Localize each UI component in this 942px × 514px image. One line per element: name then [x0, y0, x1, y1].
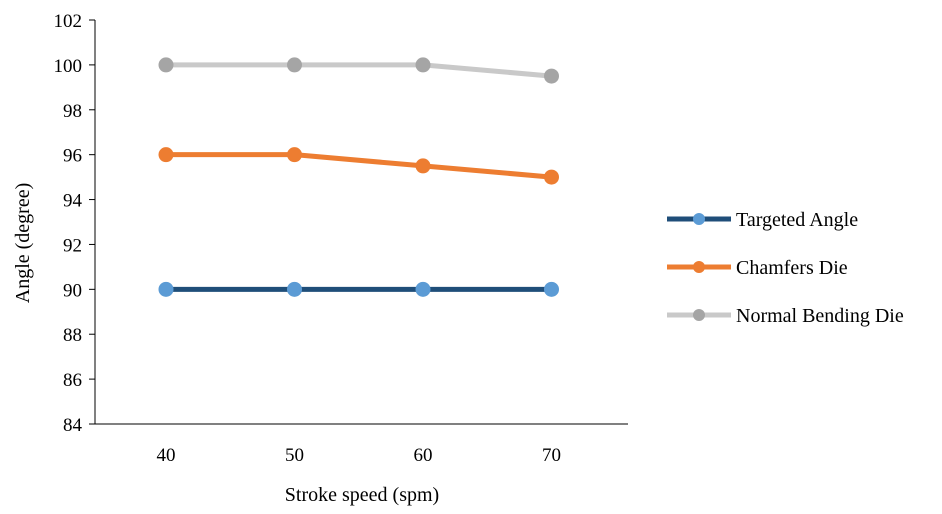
- legend-swatch-marker: [693, 261, 705, 273]
- y-tick-label: 92: [63, 235, 82, 256]
- data-point: [287, 147, 302, 163]
- x-tick-label: 60: [414, 445, 433, 466]
- series-layer: [158, 57, 559, 297]
- series-1: [158, 147, 559, 185]
- data-point: [287, 281, 302, 297]
- data-point: [415, 57, 431, 73]
- legend-label: Targeted Angle: [736, 209, 858, 231]
- x-axis-title: Stroke speed (spm): [285, 484, 439, 506]
- data-point: [158, 57, 174, 73]
- data-point: [287, 57, 302, 73]
- y-tick-label: 100: [54, 56, 83, 77]
- x-tick-label: 70: [542, 445, 561, 466]
- y-axis-ticks: 84 86 88 90 92 94 96 98 100 102: [54, 11, 95, 436]
- legend: Targeted Angle Chamfers Die Normal Bending…: [667, 209, 904, 327]
- y-axis-title: Angle (degree): [12, 183, 34, 304]
- data-point: [158, 281, 174, 297]
- x-tick-label: 40: [157, 445, 176, 466]
- legend-label: Normal Bending Die: [736, 305, 904, 327]
- y-tick-label: 96: [63, 146, 82, 167]
- y-tick-label: 94: [63, 191, 83, 212]
- data-point: [544, 281, 559, 297]
- legend-item: Normal Bending Die: [667, 305, 904, 327]
- y-tick-label: 84: [63, 415, 83, 436]
- data-point: [544, 169, 559, 185]
- series-2: [158, 57, 559, 84]
- data-point: [544, 68, 559, 84]
- legend-swatch-marker: [693, 309, 705, 321]
- y-tick-label: 86: [63, 370, 82, 391]
- series-line: [163, 62, 554, 79]
- series-line: [163, 152, 554, 180]
- data-point: [415, 281, 431, 297]
- y-tick-label: 98: [63, 101, 82, 122]
- y-tick-label: 90: [63, 280, 82, 301]
- x-tick-label: 50: [285, 445, 304, 466]
- data-point: [158, 147, 174, 163]
- legend-label: Chamfers Die: [736, 257, 848, 279]
- x-axis-ticks: 40 50 60 70: [157, 445, 562, 466]
- series-0: [158, 281, 559, 297]
- data-point: [415, 158, 431, 174]
- legend-item: Chamfers Die: [667, 257, 848, 279]
- y-tick-label: 88: [63, 325, 82, 346]
- y-tick-label: 102: [54, 11, 83, 32]
- legend-swatch-marker: [693, 213, 705, 225]
- legend-item: Targeted Angle: [667, 209, 858, 231]
